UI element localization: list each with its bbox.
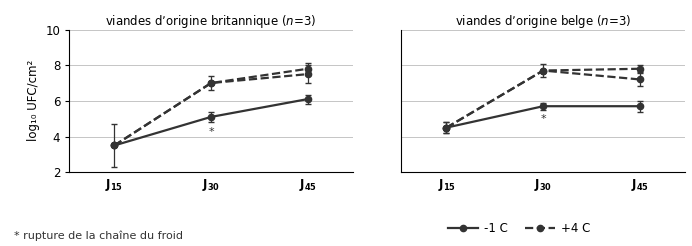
Y-axis label: log₁₀ UFC/cm²: log₁₀ UFC/cm²	[27, 60, 39, 141]
Text: * rupture de la chaîne du froid: * rupture de la chaîne du froid	[14, 231, 183, 241]
Text: *: *	[208, 127, 214, 137]
Title: viandes d’origine britannique ($n$=3): viandes d’origine britannique ($n$=3)	[105, 13, 317, 30]
Legend: -1 C, +4 C: -1 C, +4 C	[444, 218, 594, 240]
Title: viandes d’origine belge ($n$=3): viandes d’origine belge ($n$=3)	[455, 13, 631, 30]
Text: *: *	[540, 114, 546, 124]
